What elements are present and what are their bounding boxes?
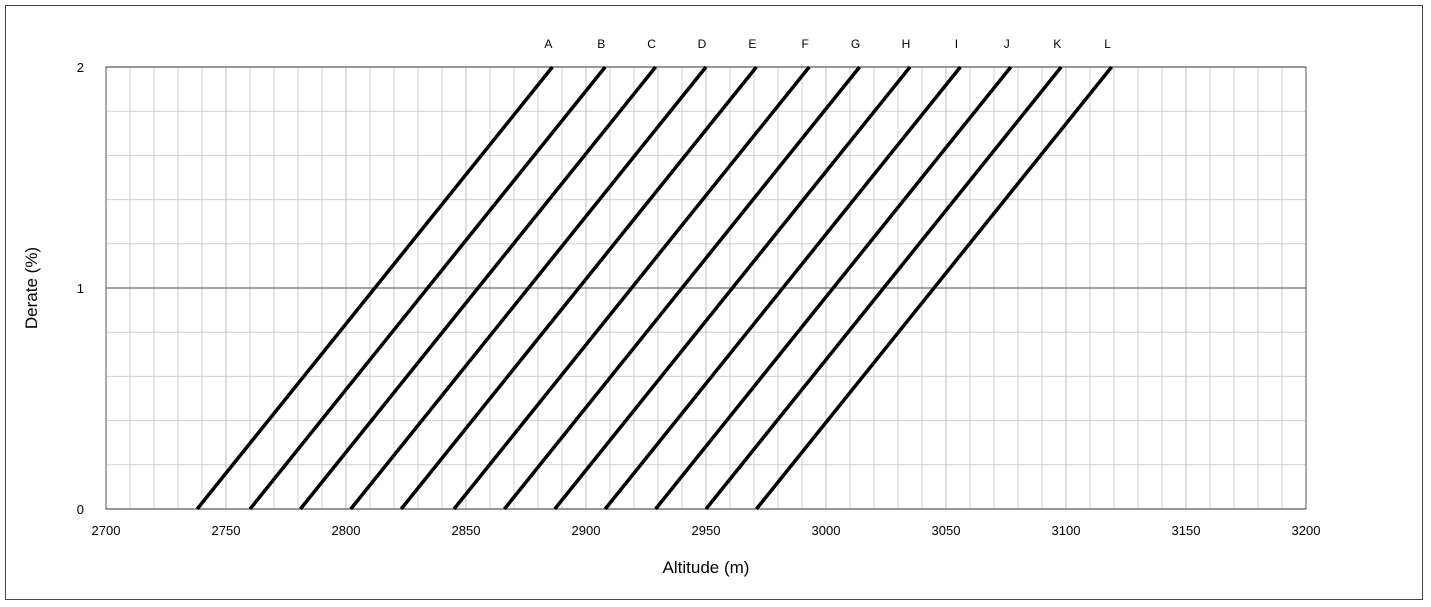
x-axis-ticks: 2700 2750 2800 2850 2900 2950 3000 3050 3100 3150…	[92, 523, 1321, 538]
series-label-d: D	[698, 37, 707, 51]
series-line-h	[553, 65, 912, 511]
x-tick-label: 2750	[212, 523, 241, 538]
series-label-e: E	[748, 37, 756, 51]
series-label-b: B	[597, 37, 605, 51]
series-lines	[195, 65, 1113, 511]
x-tick-label: 3200	[1292, 523, 1321, 538]
x-tick-label: 3100	[1052, 523, 1081, 538]
series-label-h: H	[902, 37, 911, 51]
series-label-l: L	[1104, 37, 1111, 51]
major-grid	[105, 66, 1307, 510]
x-tick-label: 2850	[452, 523, 481, 538]
series-label-c: C	[647, 37, 656, 51]
series-label-j: J	[1004, 37, 1010, 51]
x-tick-label: 3000	[812, 523, 841, 538]
y-tick-label: 1	[77, 281, 84, 296]
series-line-i	[603, 65, 962, 511]
series-label-f: F	[802, 37, 809, 51]
series-line-c	[299, 65, 657, 511]
series-line-j	[654, 65, 1013, 511]
series-label-i: I	[955, 37, 958, 51]
series-line-a	[195, 65, 554, 511]
y-tick-label: 2	[77, 60, 84, 75]
series-line-k	[704, 65, 1063, 511]
x-tick-label: 2800	[332, 523, 361, 538]
series-label-a: A	[544, 37, 552, 51]
series-line-e	[399, 65, 758, 511]
x-tick-label: 2700	[92, 523, 121, 538]
x-tick-label: 3050	[932, 523, 961, 538]
series-line-l	[755, 65, 1113, 511]
series-line-b	[248, 65, 607, 511]
x-tick-label: 2950	[692, 523, 721, 538]
series-labels: A B C D E F G H I J K L	[544, 37, 1111, 51]
y-axis-ticks: 0 1 2	[77, 60, 84, 517]
series-line-f	[452, 65, 811, 511]
x-tick-label: 3150	[1172, 523, 1201, 538]
series-label-g: G	[851, 37, 860, 51]
y-tick-label: 0	[77, 502, 84, 517]
x-axis-title: Altitude (m)	[663, 558, 750, 577]
y-axis-title: Derate (%)	[22, 247, 41, 329]
series-line-d	[349, 65, 708, 511]
x-tick-label: 2900	[572, 523, 601, 538]
series-label-k: K	[1053, 37, 1061, 51]
series-line-g	[503, 65, 861, 511]
